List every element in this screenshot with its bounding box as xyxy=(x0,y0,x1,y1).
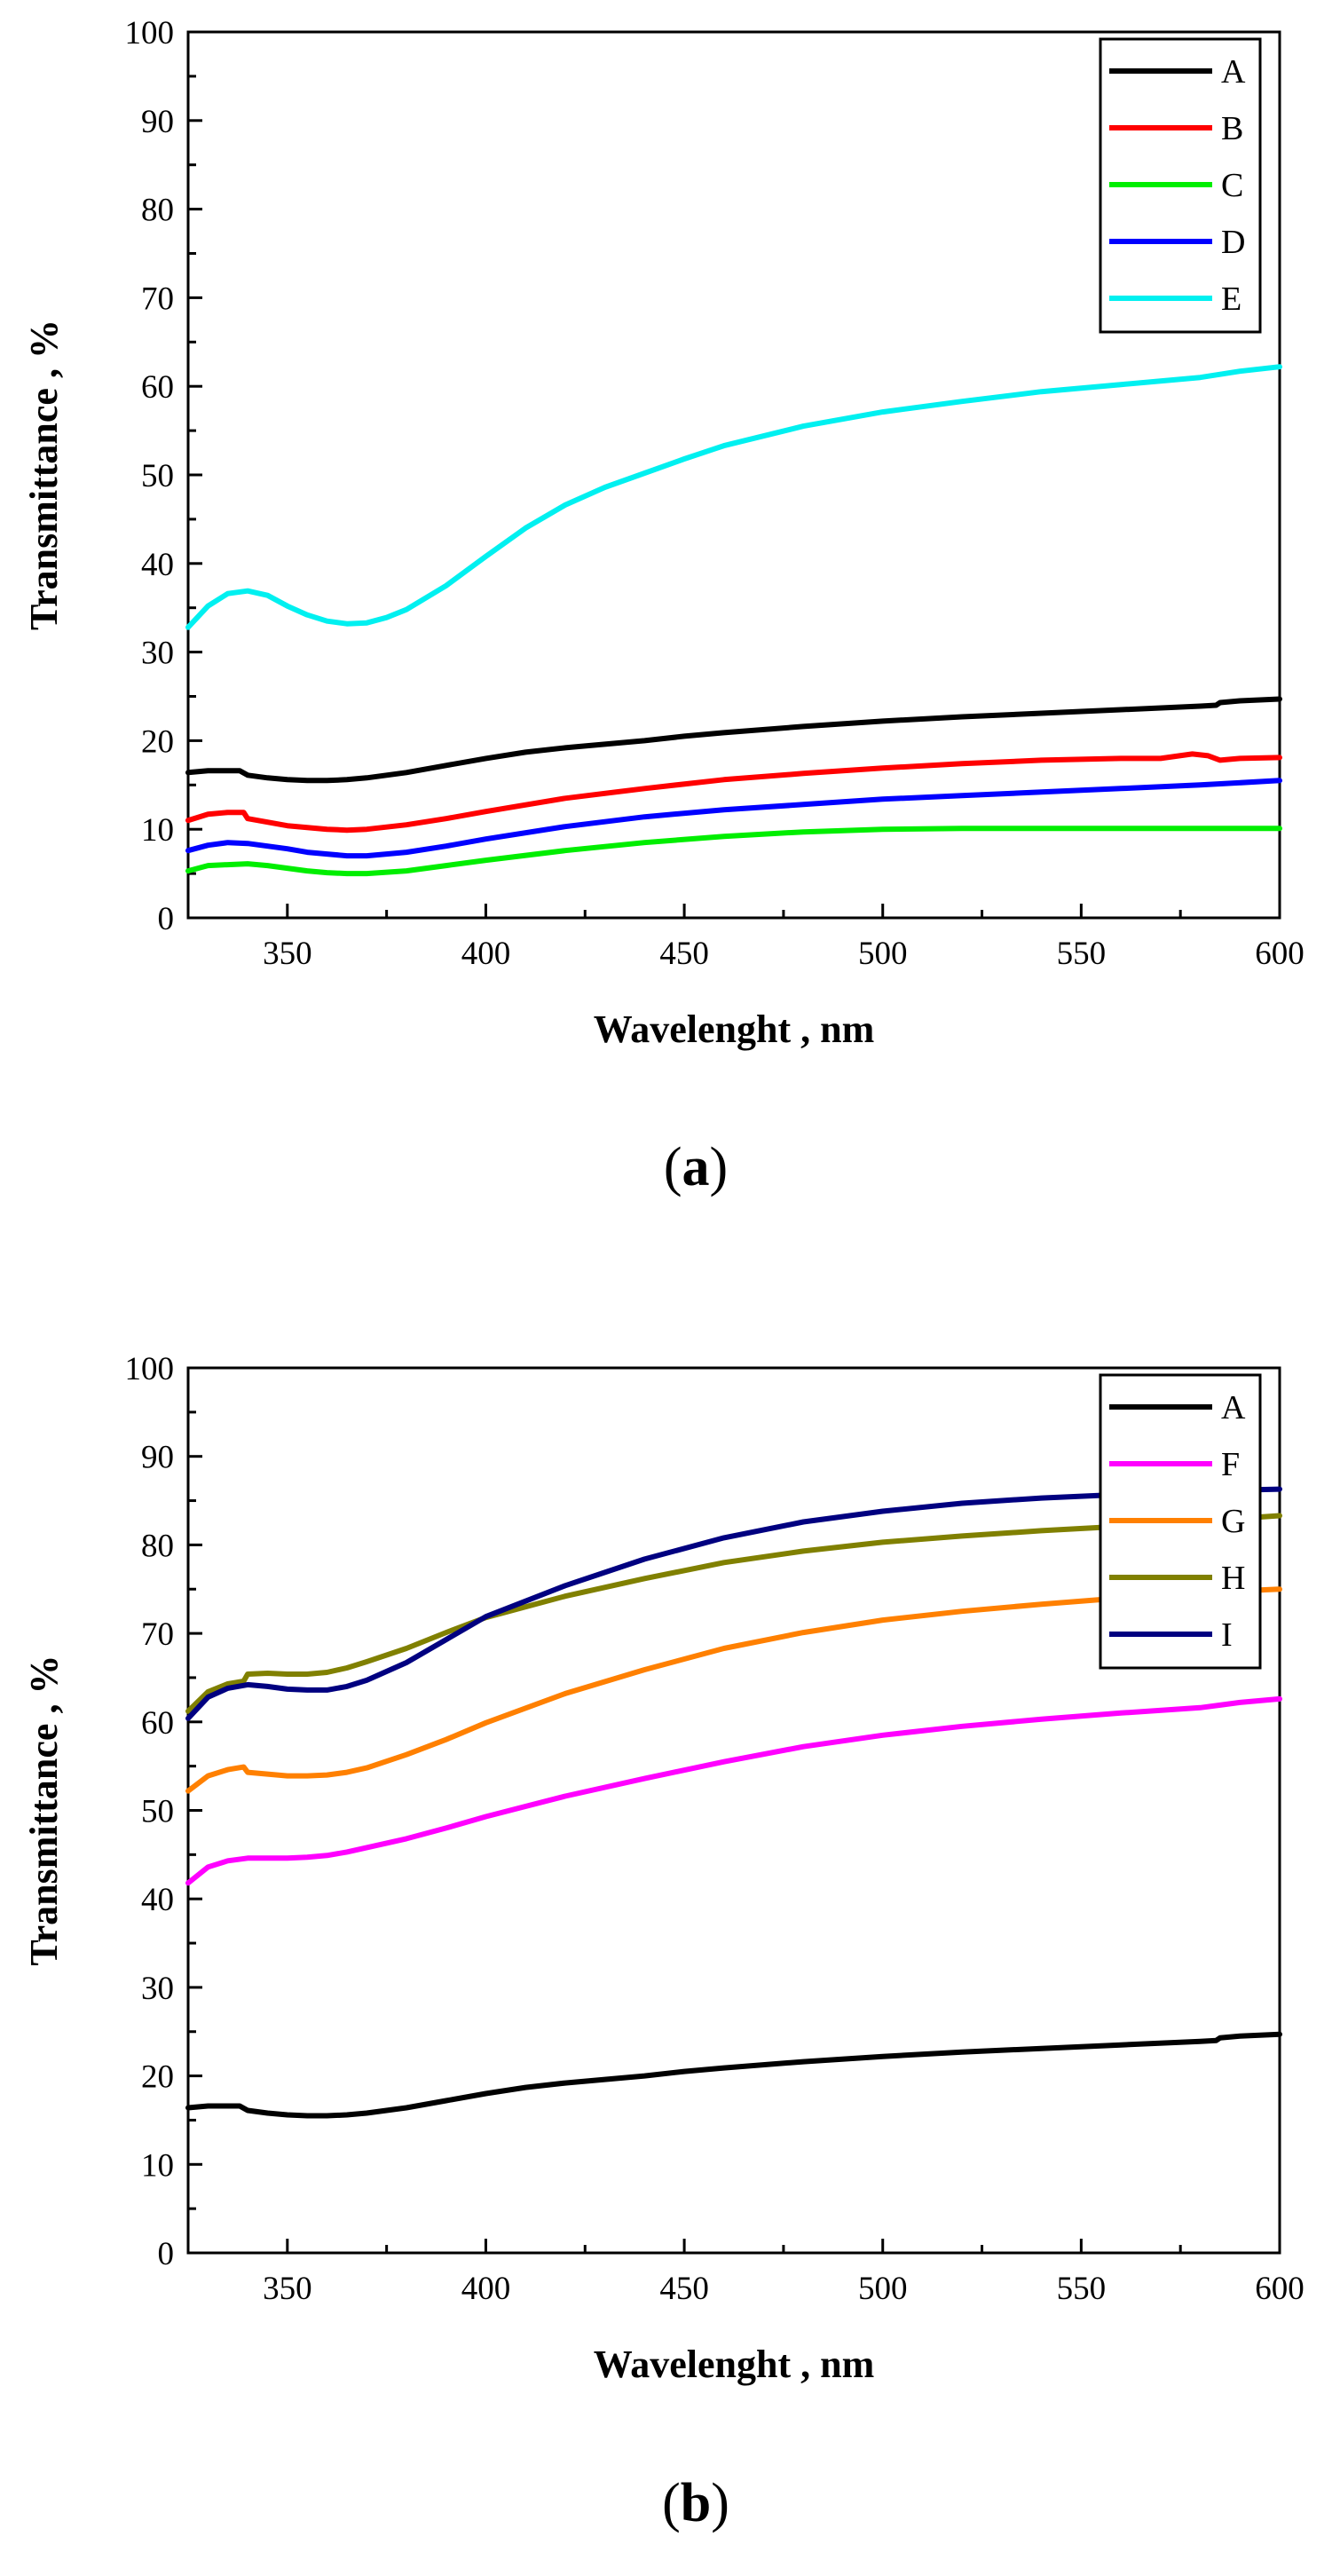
chart-panel-a: 0 10 20 30 40 50 60 70 80 90 100 350 400 450 500 550 600… xyxy=(22,15,1305,1197)
panel-label: (a) xyxy=(664,1137,728,1197)
y-tick-label: 60 xyxy=(141,1705,174,1742)
y-tick-label: 70 xyxy=(141,281,174,317)
legend-label-E: E xyxy=(1221,281,1241,318)
series-line-D xyxy=(185,778,1282,859)
legend-label-H: H xyxy=(1221,1560,1245,1597)
series-line-F xyxy=(185,1695,1282,1886)
x-tick-label: 450 xyxy=(659,2271,709,2307)
y-tick-label: 40 xyxy=(141,547,174,583)
x-tick-label: 450 xyxy=(659,936,709,972)
legend-label-B: B xyxy=(1221,110,1243,147)
y-tick-label: 30 xyxy=(141,636,174,672)
series-line-H xyxy=(185,1513,1282,1714)
panel-label-letter: b xyxy=(681,2473,711,2533)
x-axis-title: Wavelenght , nm xyxy=(594,1007,875,1051)
series-line-I xyxy=(185,1486,1282,1721)
legend-label-G: G xyxy=(1221,1503,1245,1540)
chart-panel-b: 0 10 20 30 40 50 60 70 80 90 100 350 400 450 500 550 600… xyxy=(22,1351,1305,2533)
x-tick-label: 500 xyxy=(858,936,908,972)
y-tick-label: 90 xyxy=(141,104,174,140)
legend-label-D: D xyxy=(1221,224,1245,261)
y-axis-title: Transmittance , % xyxy=(22,1655,66,1966)
legend-label-I: I xyxy=(1221,1616,1233,1654)
y-tick-label: 50 xyxy=(141,458,174,494)
x-tick-label: 550 xyxy=(1057,936,1107,972)
panel-label: (b) xyxy=(662,2473,729,2533)
x-tick-label: 500 xyxy=(858,2271,908,2307)
series-line-E xyxy=(185,364,1282,630)
y-tick-label: 10 xyxy=(141,812,174,849)
y-tick-label: 100 xyxy=(125,1351,175,1387)
y-tick-label: 100 xyxy=(125,15,175,51)
series-line-A xyxy=(185,696,1282,784)
y-tick-label: 0 xyxy=(158,2236,175,2272)
y-tick-label: 80 xyxy=(141,1528,174,1564)
y-tick-label: 20 xyxy=(141,2059,174,2096)
y-tick-label: 90 xyxy=(141,1440,174,1476)
y-tick-label: 30 xyxy=(141,1971,174,2007)
x-tick-label: 600 xyxy=(1255,936,1305,972)
series-line-B xyxy=(185,751,1282,834)
y-tick-label: 20 xyxy=(141,723,174,760)
x-tick-label: 600 xyxy=(1255,2271,1305,2307)
x-tick-label: 400 xyxy=(461,936,511,972)
y-tick-label: 0 xyxy=(158,901,175,937)
series-line-G xyxy=(185,1586,1282,1794)
legend-label-A: A xyxy=(1221,53,1246,91)
legend-label-C: C xyxy=(1221,167,1243,204)
x-tick-label: 550 xyxy=(1057,2271,1107,2307)
y-tick-label: 10 xyxy=(141,2147,174,2184)
y-tick-label: 50 xyxy=(141,1794,174,1830)
x-tick-label: 350 xyxy=(263,936,312,972)
legend-label-A: A xyxy=(1221,1389,1246,1426)
x-axis-title: Wavelenght , nm xyxy=(594,2343,875,2386)
y-tick-label: 40 xyxy=(141,1882,174,1918)
y-tick-label: 70 xyxy=(141,1616,174,1653)
panel-label-letter: a xyxy=(682,1137,710,1197)
x-tick-label: 400 xyxy=(461,2271,511,2307)
series-line-A xyxy=(185,2031,1282,2119)
x-tick-label: 350 xyxy=(263,2271,312,2307)
y-tick-label: 60 xyxy=(141,369,174,406)
y-tick-label: 80 xyxy=(141,193,174,229)
legend-label-F: F xyxy=(1221,1446,1240,1483)
y-axis-title: Transmittance , % xyxy=(22,320,66,630)
series-line-C xyxy=(185,826,1282,877)
